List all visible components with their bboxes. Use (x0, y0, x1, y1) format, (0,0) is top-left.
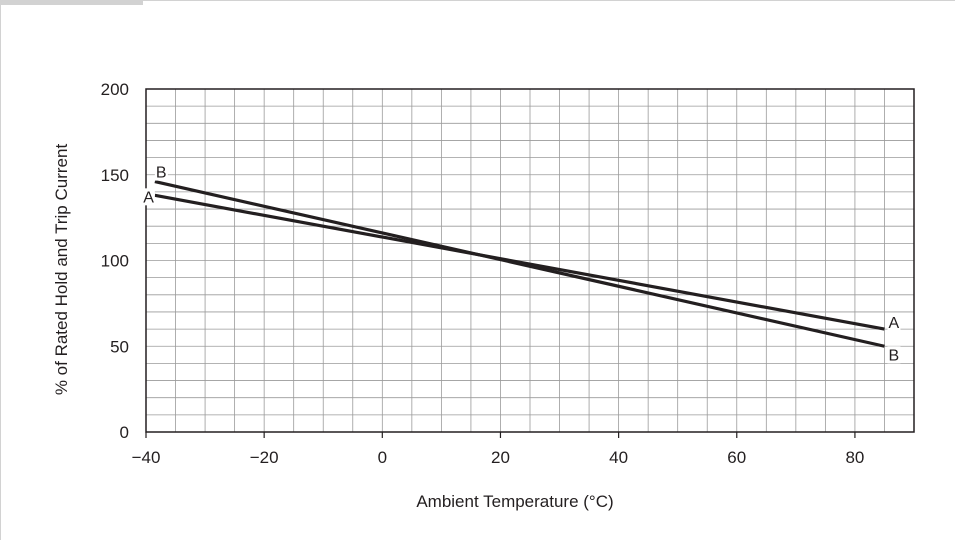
x-tick-label: 80 (845, 448, 864, 467)
grid (146, 89, 914, 432)
y-tick-label: 50 (110, 337, 129, 356)
y-tick-label: 100 (101, 252, 129, 271)
y-tick-label: 200 (101, 80, 129, 99)
series-label-a-end-bg (887, 314, 901, 332)
y-tick-label: 150 (101, 166, 129, 185)
series-label-a-start: A (143, 189, 154, 206)
x-tick-label: −40 (132, 448, 161, 467)
x-axis-label: Ambient Temperature (°C) (416, 492, 613, 511)
x-tick-label: −20 (250, 448, 279, 467)
y-tick-label: 0 (120, 423, 129, 442)
series-label-b-end-bg (887, 346, 901, 364)
series-label-b-start-bg (154, 163, 168, 181)
x-tick-label: 0 (378, 448, 387, 467)
x-tick-label: 40 (609, 448, 628, 467)
series-label-a-start-bg (141, 188, 155, 206)
x-tick-label: 60 (727, 448, 746, 467)
series-lines (154, 180, 885, 348)
series-label-a-end: A (888, 315, 899, 332)
x-tick-label: 20 (491, 448, 510, 467)
y-axis-ticks: 0 50 100 150 200 (101, 80, 129, 442)
series-label-b-end: B (888, 347, 899, 364)
series-line-a (154, 193, 885, 331)
y-axis-label: % of Rated Hold and Trip Current (52, 144, 71, 396)
corner-tab (0, 0, 143, 5)
series-line-b (154, 180, 885, 348)
x-axis-ticks: −40 −20 0 20 40 60 80 (132, 432, 864, 467)
series-label-b-start: B (156, 165, 167, 182)
plot-border (145, 88, 915, 433)
